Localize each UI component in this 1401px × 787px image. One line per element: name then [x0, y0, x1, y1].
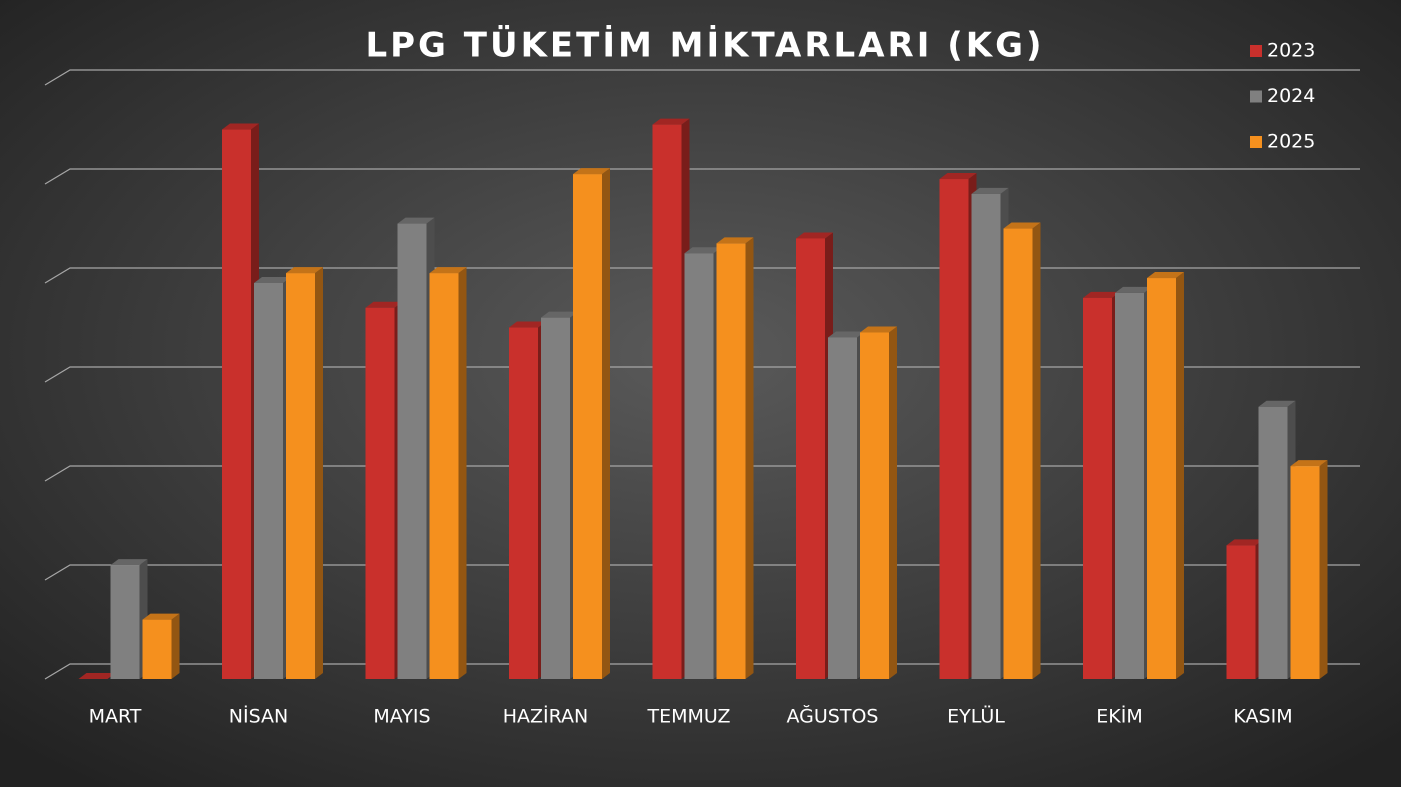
- bar-top: [429, 267, 467, 274]
- bar-top: [1147, 272, 1184, 279]
- legend-swatch: [1250, 45, 1262, 57]
- bar: [1290, 466, 1320, 679]
- bar: [1226, 545, 1256, 679]
- legend-swatch: [1250, 136, 1262, 148]
- bar-top: [286, 267, 323, 274]
- bar: [254, 283, 283, 679]
- bar-side: [1176, 272, 1184, 679]
- bar: [828, 337, 857, 679]
- bar-top: [796, 232, 833, 239]
- x-tick-label: EYLÜL: [947, 705, 1005, 728]
- bar-top: [939, 173, 977, 180]
- bar-top: [652, 118, 690, 125]
- x-tick-label: AĞUSTOS: [787, 704, 879, 728]
- grid-line: [44, 366, 1360, 383]
- bar-top: [1083, 291, 1120, 298]
- grid-line: [44, 564, 1360, 581]
- bar: [429, 273, 459, 679]
- bar-top: [1258, 400, 1296, 407]
- bar-top: [142, 613, 180, 620]
- bar-top: [860, 326, 897, 333]
- x-tick-label: HAZİRAN: [503, 705, 589, 728]
- bar: [1258, 406, 1288, 679]
- x-tick-label: EKİM: [1096, 705, 1142, 728]
- bar-top: [541, 311, 578, 318]
- bar: [1003, 228, 1033, 680]
- x-tick-label: MAYIS: [373, 706, 430, 728]
- bar-side: [171, 613, 180, 679]
- grid-line: [44, 69, 1360, 86]
- bar: [939, 179, 969, 680]
- bar-top: [1003, 222, 1041, 229]
- bar: [286, 273, 315, 679]
- bar-top: [1290, 460, 1328, 467]
- legend-label: 2025: [1267, 131, 1315, 153]
- bar: [796, 238, 825, 679]
- x-tick-label: NİSAN: [229, 705, 288, 728]
- legend-label: 2023: [1267, 40, 1315, 62]
- bar-top: [365, 301, 403, 308]
- bar: [222, 129, 251, 680]
- bar-top: [254, 277, 291, 283]
- grid-line: [44, 465, 1360, 482]
- bar: [110, 565, 140, 679]
- bar: [1115, 292, 1144, 679]
- bar: [860, 332, 889, 679]
- chart-title: LPG TÜKETİM MİKTARLARI (KG): [365, 25, 1044, 66]
- bar-top: [222, 123, 259, 130]
- bar-side: [889, 326, 897, 679]
- bar-top: [971, 187, 1009, 194]
- bar-top: [716, 237, 754, 244]
- bar: [971, 193, 1001, 679]
- bar-top: [397, 217, 435, 224]
- bar: [652, 124, 682, 680]
- bar-side: [458, 267, 467, 679]
- bar-top: [509, 321, 546, 328]
- bar-side: [1032, 222, 1041, 680]
- bar: [509, 327, 538, 679]
- bar: [716, 243, 746, 679]
- bar-top: [684, 247, 722, 254]
- bar: [684, 253, 714, 680]
- bar: [541, 317, 570, 679]
- bar: [1147, 278, 1176, 679]
- bar-top: [110, 559, 148, 566]
- legend-swatch: [1250, 90, 1262, 103]
- bar: [365, 307, 395, 679]
- bar-top: [828, 331, 865, 338]
- grid-line: [44, 267, 1360, 284]
- bar-side: [315, 267, 323, 679]
- bar: [397, 223, 427, 679]
- bar: [1083, 297, 1112, 679]
- grid-line: [44, 168, 1360, 185]
- grid-line: [44, 663, 1360, 680]
- bar-side: [1319, 460, 1328, 679]
- bar-top: [573, 168, 610, 175]
- bar-top: [1226, 539, 1264, 546]
- bar: [573, 174, 602, 679]
- bar-side: [745, 237, 754, 679]
- x-tick-label: KASIM: [1233, 706, 1292, 728]
- x-tick-label: MART: [89, 706, 142, 728]
- bar: [142, 619, 172, 679]
- bar-top: [1115, 286, 1152, 293]
- legend-label: 2024: [1267, 85, 1315, 107]
- bar-top: [78, 673, 116, 679]
- x-tick-label: TEMMUZ: [647, 706, 731, 728]
- bar-side: [602, 168, 610, 679]
